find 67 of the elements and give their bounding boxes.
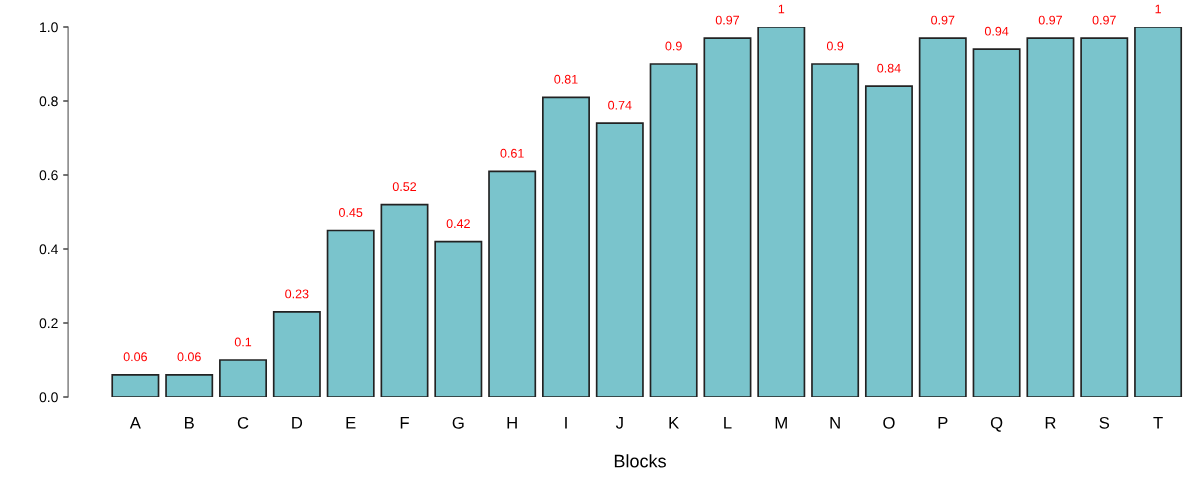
x-tick-label: G bbox=[452, 416, 464, 429]
bar bbox=[380, 203, 429, 397]
bar bbox=[595, 122, 644, 397]
bar bbox=[972, 48, 1021, 397]
data-label: 0.9 bbox=[665, 41, 682, 51]
data-label: 0.81 bbox=[554, 74, 578, 84]
data-label: 0.97 bbox=[931, 15, 955, 25]
x-tick-label: Q bbox=[990, 416, 1003, 432]
x-tick-label: S bbox=[1099, 416, 1110, 429]
x-tick-label: B bbox=[185, 417, 194, 429]
data-label: 0.97 bbox=[1092, 15, 1116, 25]
bar bbox=[811, 63, 860, 397]
x-tick-label: R bbox=[1045, 417, 1056, 429]
data-label: 0.52 bbox=[392, 182, 417, 192]
data-label: 0.1 bbox=[234, 337, 252, 347]
bar bbox=[1134, 27, 1183, 397]
data-label: 0.9 bbox=[826, 41, 844, 51]
x-tick-label: K bbox=[669, 417, 680, 429]
bar bbox=[918, 37, 967, 397]
data-label: 0.23 bbox=[285, 289, 309, 299]
bar bbox=[1080, 37, 1129, 397]
x-axis-title: Blocks bbox=[614, 454, 666, 468]
x-tick-label: O bbox=[883, 416, 895, 429]
bar bbox=[703, 37, 752, 397]
y-tick-label: 0.8 bbox=[39, 96, 58, 107]
x-tick-label: I bbox=[565, 417, 567, 429]
y-tick-label: 0.0 bbox=[39, 392, 58, 403]
data-label: 1 bbox=[778, 4, 785, 14]
bar bbox=[864, 85, 913, 397]
x-tick-label: P bbox=[938, 417, 948, 429]
bar bbox=[434, 240, 483, 397]
data-label: 0.97 bbox=[715, 15, 740, 25]
bar bbox=[542, 96, 590, 397]
data-label: 0.42 bbox=[446, 219, 470, 229]
data-label: 0.61 bbox=[500, 148, 524, 158]
x-tick-label: J bbox=[615, 417, 623, 429]
data-label: 0.06 bbox=[177, 352, 201, 362]
y-tick-label: 1.0 bbox=[40, 22, 58, 33]
x-tick-label: M bbox=[775, 417, 787, 429]
x-tick-label: C bbox=[237, 416, 249, 429]
bar bbox=[649, 63, 698, 397]
y-tick-label: 0.2 bbox=[39, 318, 58, 329]
x-tick-label: F bbox=[400, 417, 409, 429]
bar bbox=[111, 373, 160, 397]
y-tick-label: 0.4 bbox=[39, 244, 58, 255]
x-tick-label: E bbox=[346, 417, 356, 429]
bar bbox=[165, 373, 214, 397]
data-label: 0.97 bbox=[1038, 15, 1062, 25]
bar bbox=[219, 359, 268, 397]
x-tick-label: H bbox=[507, 417, 517, 429]
data-label: 0.45 bbox=[339, 208, 363, 217]
data-label: 0.74 bbox=[608, 100, 632, 110]
data-label: 0.94 bbox=[984, 26, 1009, 36]
bar bbox=[272, 311, 321, 397]
data-label: 1 bbox=[1155, 4, 1161, 14]
bar bbox=[326, 229, 375, 397]
x-tick-label: A bbox=[129, 417, 141, 429]
x-tick-label: N bbox=[830, 417, 840, 429]
x-tick-label: L bbox=[724, 417, 732, 429]
x-tick-label: T bbox=[1153, 417, 1163, 429]
data-label: 0.06 bbox=[123, 352, 147, 362]
bar bbox=[757, 27, 806, 397]
y-tick-label: 0.6 bbox=[39, 170, 58, 181]
x-tick-label: D bbox=[292, 417, 303, 429]
data-label: 0.84 bbox=[877, 63, 901, 73]
bar bbox=[488, 170, 537, 397]
bar bbox=[1026, 37, 1075, 397]
